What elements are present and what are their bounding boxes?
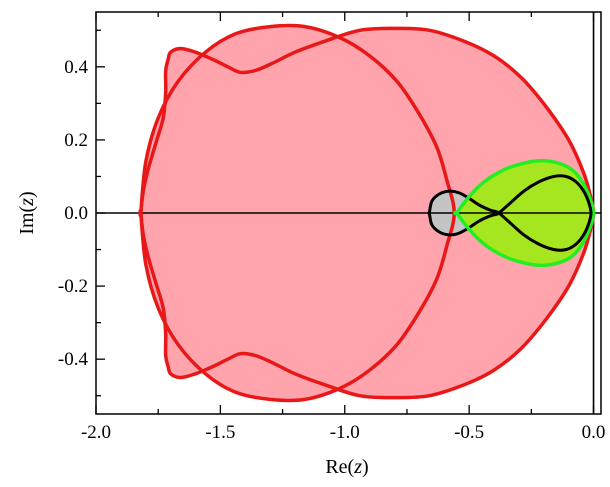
tick-labels: -2.0 -1.5 -1.0 -0.5 0.0 -0.4 -0.2 0.0 0.2 0.4 (58, 57, 605, 443)
y-axis-label: Im(z) (16, 191, 38, 234)
x-tick-label: -1.5 (205, 422, 235, 443)
region-outline-2 (427, 189, 501, 237)
axis-ticks (95, 12, 595, 414)
y-tick-label: 0.4 (64, 57, 88, 78)
region-outlines (138, 23, 596, 403)
y-tick-label: 0.2 (64, 130, 88, 151)
x-axis-label: Re(z) (325, 456, 368, 478)
x-tick-label: -1.0 (330, 422, 360, 443)
y-tick-label: -0.4 (58, 349, 89, 370)
x-tick-label: 0.0 (582, 422, 606, 443)
region-outline-3 (453, 158, 596, 268)
region-outline-1 (138, 23, 456, 403)
x-tick-label: -0.5 (454, 422, 484, 443)
region-outline-4 (495, 174, 593, 252)
y-tick-label: -0.2 (58, 276, 88, 297)
x-tick-label: -2.0 (81, 422, 111, 443)
y-tick-label: 0.0 (64, 203, 88, 224)
